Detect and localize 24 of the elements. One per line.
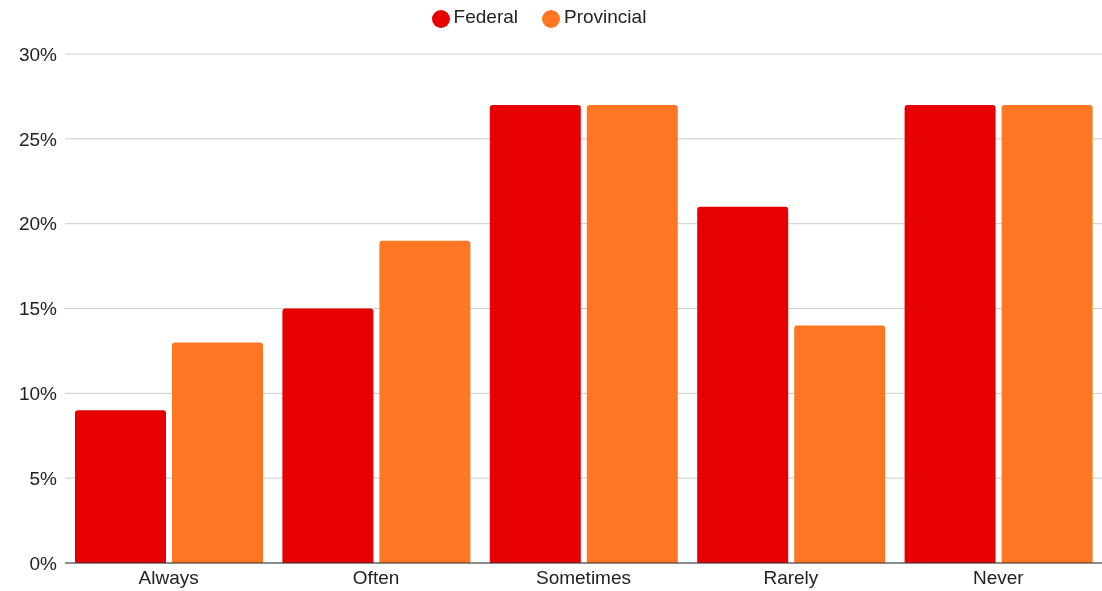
y-tick-label: 10% (18, 383, 58, 405)
x-tick-label: Often (352, 567, 400, 589)
x-tick-label: Rarely (763, 567, 819, 589)
bar (794, 325, 886, 563)
bar (172, 342, 263, 563)
x-tick-label: Always (138, 567, 199, 589)
legend-label: Federal (453, 6, 519, 27)
legend-label: Provincial (564, 6, 647, 27)
bar (282, 308, 374, 563)
y-tick-label: 0% (29, 552, 58, 574)
y-tick-label: 15% (18, 298, 58, 320)
bar (586, 104, 678, 563)
x-tick-label: Never (972, 567, 1025, 589)
bar (1001, 104, 1093, 563)
y-tick-label: 5% (29, 467, 58, 489)
y-tick-label: 20% (18, 213, 58, 235)
y-tick-label: 30% (18, 43, 58, 65)
bar (379, 240, 471, 563)
bar (489, 104, 581, 563)
x-tick-label: Sometimes (535, 567, 632, 589)
bar (697, 206, 789, 563)
bar (75, 410, 166, 563)
bar (904, 104, 996, 563)
y-tick-label: 25% (18, 128, 58, 150)
